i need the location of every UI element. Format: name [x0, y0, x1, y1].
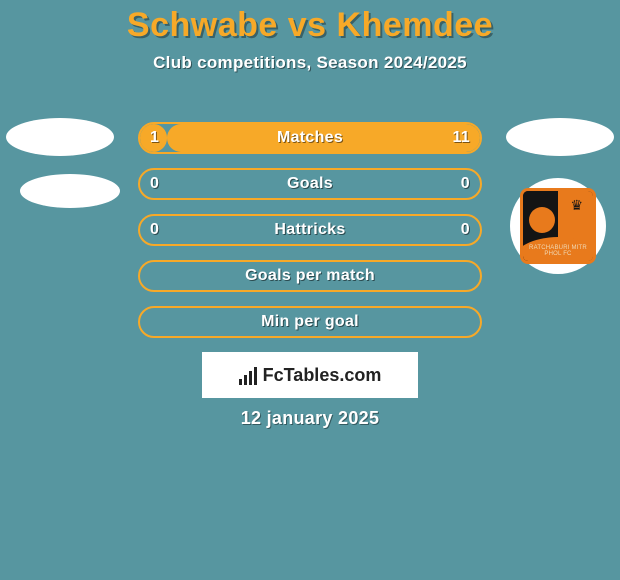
badge-lion-icon: [529, 207, 555, 233]
stat-label: Goals per match: [140, 262, 480, 290]
date-text: 12 january 2025: [0, 408, 620, 429]
title-player2: Khemdee: [337, 6, 494, 44]
player1-avatar-bottom: [20, 174, 120, 208]
bar-chart-icon: [239, 365, 257, 385]
stat-pill: 00Goals: [138, 168, 482, 200]
player2-avatar-top: [506, 118, 614, 156]
badge-crown-icon: ♛: [570, 197, 583, 214]
fctables-text: FcTables.com: [263, 365, 382, 386]
subtitle: Club competitions, Season 2024/2025: [0, 53, 620, 73]
fctables-link[interactable]: FcTables.com: [202, 352, 418, 398]
title: Schwabe vs Khemdee: [0, 0, 620, 45]
stat-label: Goals: [140, 170, 480, 198]
title-vs: vs: [288, 6, 327, 44]
stat-label: Hattricks: [140, 216, 480, 244]
comparison-card: Schwabe vs Khemdee Club competitions, Se…: [0, 0, 620, 580]
club-badge: ♛ RATCHABURI MITR PHOL FC: [510, 178, 606, 274]
title-player1: Schwabe: [127, 6, 278, 44]
stats-column: 111Matches 00Goals 00Hattricks Goals per ma…: [138, 122, 482, 338]
stat-label: Min per goal: [140, 308, 480, 336]
club-badge-inner: ♛ RATCHABURI MITR PHOL FC: [520, 188, 596, 264]
stat-pill: 00Hattricks: [138, 214, 482, 246]
stat-pill: 111Matches: [138, 122, 482, 154]
stat-label: Matches: [140, 124, 480, 152]
stat-pill: Goals per match: [138, 260, 482, 292]
badge-text: RATCHABURI MITR PHOL FC: [523, 245, 593, 257]
stat-pill: Min per goal: [138, 306, 482, 338]
player1-avatar-top: [6, 118, 114, 156]
